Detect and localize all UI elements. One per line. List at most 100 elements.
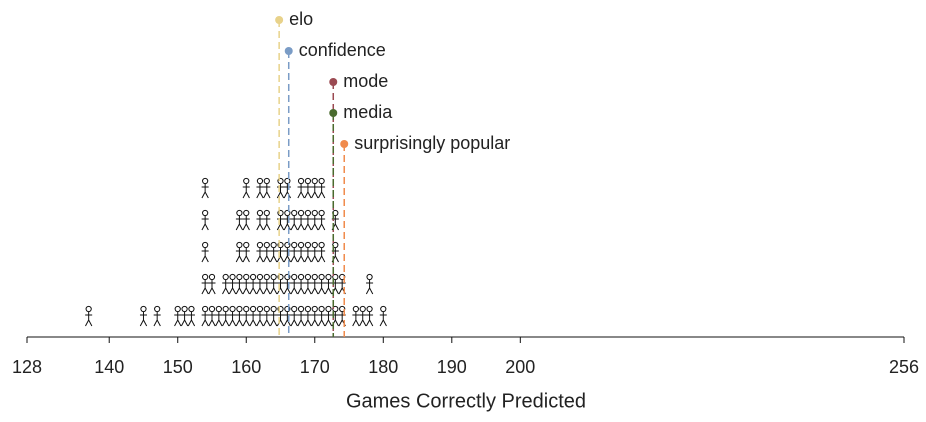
body bbox=[222, 311, 230, 327]
body bbox=[331, 311, 339, 327]
body bbox=[365, 279, 374, 295]
body bbox=[317, 215, 326, 231]
head bbox=[188, 305, 195, 313]
head bbox=[291, 273, 298, 281]
head bbox=[208, 305, 216, 313]
body bbox=[311, 183, 319, 199]
body bbox=[256, 247, 264, 263]
body bbox=[235, 311, 244, 327]
person-icon bbox=[304, 241, 312, 263]
head bbox=[256, 305, 264, 313]
head bbox=[325, 305, 332, 313]
body bbox=[311, 247, 319, 263]
body bbox=[242, 247, 250, 263]
person-icon bbox=[317, 209, 326, 231]
head bbox=[256, 273, 264, 281]
body bbox=[304, 215, 312, 231]
person-icon bbox=[297, 177, 305, 199]
body bbox=[235, 215, 244, 231]
head bbox=[263, 241, 270, 249]
head bbox=[181, 305, 188, 313]
head bbox=[236, 305, 243, 313]
head bbox=[222, 273, 229, 281]
head bbox=[263, 273, 270, 281]
head bbox=[304, 241, 312, 249]
body bbox=[317, 311, 326, 327]
head bbox=[297, 305, 305, 313]
marker-dot bbox=[284, 47, 293, 55]
head bbox=[366, 305, 373, 313]
person-icon bbox=[317, 241, 326, 263]
body bbox=[379, 311, 387, 327]
body bbox=[242, 279, 250, 295]
person-icon bbox=[324, 273, 333, 295]
person-icon bbox=[317, 273, 326, 295]
head bbox=[250, 273, 257, 281]
head bbox=[318, 209, 325, 217]
head bbox=[154, 305, 161, 313]
body bbox=[304, 183, 312, 199]
person-icon bbox=[317, 305, 326, 327]
body bbox=[215, 311, 223, 327]
marker-label: surprisingly popular bbox=[354, 133, 510, 153]
head bbox=[318, 241, 325, 249]
head bbox=[85, 305, 92, 313]
body bbox=[256, 279, 264, 295]
head bbox=[270, 273, 277, 281]
marker-label: media bbox=[343, 102, 393, 122]
person-icon bbox=[215, 305, 223, 327]
head bbox=[291, 209, 298, 217]
head bbox=[236, 209, 243, 217]
x-tick-label: 200 bbox=[505, 357, 535, 377]
person-icon bbox=[263, 177, 271, 199]
person-icon bbox=[352, 305, 360, 327]
head bbox=[311, 305, 318, 313]
x-tick-label: 128 bbox=[12, 357, 42, 377]
body bbox=[263, 247, 271, 263]
person-icon bbox=[242, 241, 250, 263]
person-icon bbox=[359, 305, 367, 327]
body bbox=[297, 247, 305, 263]
body bbox=[256, 311, 264, 327]
body bbox=[317, 183, 326, 199]
head bbox=[311, 241, 318, 249]
x-tick-label: 180 bbox=[368, 357, 398, 377]
person-icon bbox=[283, 305, 292, 327]
body bbox=[283, 215, 292, 231]
head bbox=[270, 305, 277, 313]
person-icon bbox=[153, 305, 161, 327]
head bbox=[318, 273, 325, 281]
head bbox=[291, 305, 298, 313]
head bbox=[202, 273, 209, 281]
body bbox=[304, 311, 312, 327]
person-icon bbox=[174, 305, 182, 327]
head bbox=[256, 241, 264, 249]
head bbox=[229, 273, 236, 281]
body bbox=[304, 279, 312, 295]
person-icon bbox=[222, 305, 230, 327]
marker-label: mode bbox=[343, 71, 388, 91]
person-icon bbox=[290, 209, 298, 231]
body bbox=[331, 247, 339, 263]
head bbox=[284, 177, 291, 185]
head bbox=[277, 241, 284, 249]
person-icon bbox=[249, 305, 257, 327]
body bbox=[311, 215, 319, 231]
body bbox=[359, 311, 367, 327]
head bbox=[352, 305, 359, 313]
body bbox=[208, 311, 216, 327]
head bbox=[174, 305, 181, 313]
person-icon bbox=[208, 273, 216, 295]
person-icon bbox=[311, 241, 319, 263]
head bbox=[250, 305, 257, 313]
person-icon bbox=[324, 305, 333, 327]
body bbox=[249, 279, 257, 295]
head bbox=[140, 305, 147, 313]
person-icon bbox=[256, 241, 264, 263]
person-icon bbox=[311, 209, 319, 231]
x-axis-label: Games Correctly Predicted bbox=[346, 390, 586, 412]
head bbox=[202, 209, 209, 217]
body bbox=[270, 311, 278, 327]
body bbox=[290, 215, 298, 231]
head bbox=[311, 177, 318, 185]
